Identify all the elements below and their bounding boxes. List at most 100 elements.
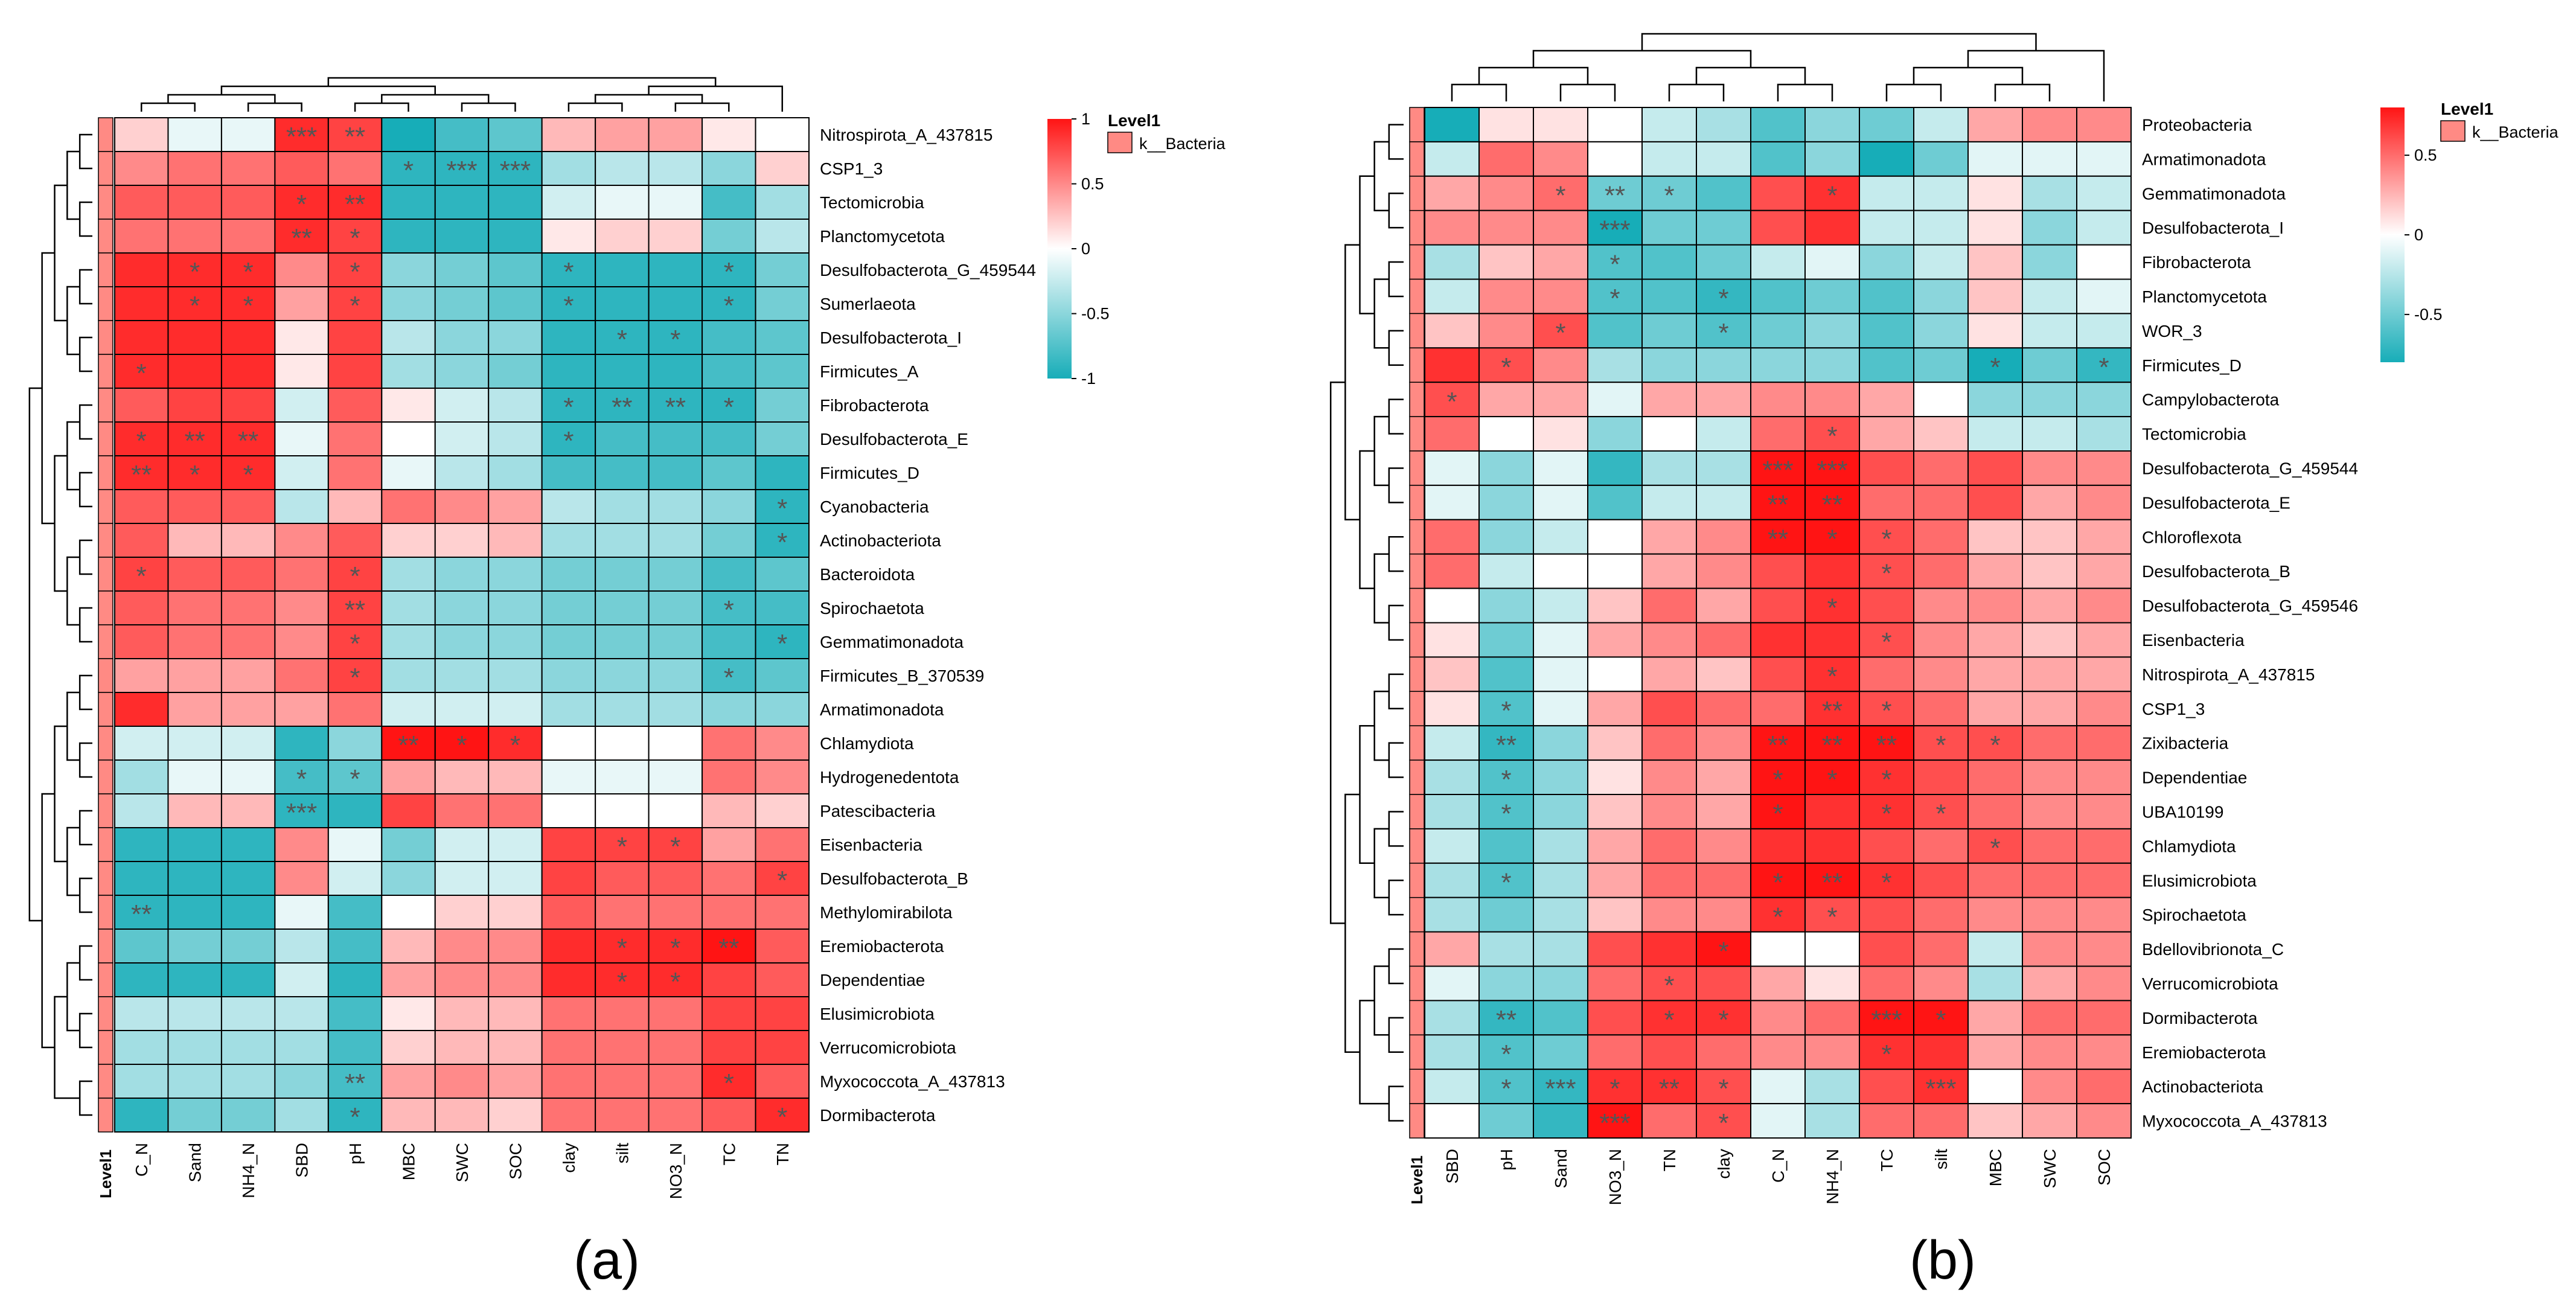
significance-mark: *: [617, 933, 627, 963]
heatmap-cell: [595, 895, 650, 930]
heatmap-cell: [114, 489, 169, 524]
heatmap-cell: [648, 1098, 703, 1133]
heatmap-cell: [1424, 347, 1480, 383]
annotation-cell: [98, 388, 113, 423]
significance-mark: ***: [1545, 1074, 1576, 1104]
annotation-cell: [1409, 863, 1425, 898]
row-label: Chloroflexota: [2142, 528, 2242, 546]
significance-mark: *: [1881, 765, 1891, 794]
heatmap-cell: [381, 692, 436, 727]
heatmap-cell: [2022, 862, 2077, 898]
heatmap-cell: [1804, 519, 1860, 555]
heatmap-cell: [541, 962, 596, 997]
heatmap-cell: [595, 151, 650, 186]
heatmap-cell: [755, 759, 810, 794]
heatmap-cell: [381, 1030, 436, 1065]
heatmap-cell: [114, 523, 169, 558]
column-label: NO3_N: [1606, 1149, 1625, 1205]
col-dendrogram-branch: [167, 94, 276, 103]
heatmap-cell: [327, 557, 383, 592]
heatmap-cell: [220, 489, 276, 524]
annotation-cell: [1409, 622, 1425, 658]
heatmap-cell: [220, 793, 276, 828]
heatmap-cell: [434, 185, 490, 220]
annotation-cell: [1409, 1034, 1425, 1070]
heatmap-cell: [274, 624, 329, 659]
heatmap-cell: [381, 861, 436, 896]
heatmap-cell: [1750, 209, 1806, 246]
row-label: Myxococcota_A_437813: [820, 1072, 1005, 1091]
heatmap-cell: [1696, 656, 1751, 692]
heatmap-cell: [2022, 553, 2077, 589]
significance-mark: *: [724, 663, 734, 692]
row-dendrogram-branch: [1359, 724, 1375, 865]
heatmap-cell: [2076, 244, 2132, 280]
heatmap-cell: [1533, 107, 1588, 142]
heatmap-cell: [488, 557, 543, 592]
heatmap-cell: [220, 1098, 276, 1133]
annotation-cell: [1409, 897, 1425, 933]
heatmap-cell: [327, 117, 383, 152]
heatmap-cell: [167, 117, 222, 152]
significance-mark: **: [612, 392, 632, 422]
heatmap-cell: [541, 996, 596, 1031]
significance-mark: *: [1664, 971, 1674, 1000]
significance-mark: *: [1827, 421, 1837, 451]
heatmap-cell: [648, 827, 703, 862]
significance-mark: *: [136, 561, 147, 591]
significance-mark: *: [1827, 524, 1837, 554]
column-label: Sand: [1552, 1149, 1570, 1188]
heatmap-cell: [595, 1064, 650, 1099]
heatmap-cell: [220, 185, 276, 220]
heatmap-cell: [167, 523, 222, 558]
heatmap-cell: [381, 928, 436, 964]
heatmap-cell: [434, 692, 490, 727]
annotation-cell: [1409, 382, 1425, 417]
heatmap-cell: [541, 455, 596, 490]
heatmap-cell: [167, 793, 222, 828]
row-label: Actinobacteriota: [2142, 1078, 2263, 1096]
heatmap-cell: [488, 590, 543, 625]
significance-mark: *: [243, 460, 254, 490]
significance-mark: **: [1496, 730, 1517, 760]
heatmap-cell: [167, 1064, 222, 1099]
heatmap-cell: [1424, 107, 1480, 142]
annotation-cell: [1409, 450, 1425, 486]
heatmap-cell: [114, 219, 169, 254]
heatmap-cell: [167, 151, 222, 186]
heatmap-cell: [2076, 656, 2132, 692]
heatmap-cell: [595, 219, 650, 254]
heatmap-cell: [2076, 107, 2132, 142]
significance-mark: **: [345, 595, 365, 625]
heatmap-cell: [541, 523, 596, 558]
heatmap-cell: [220, 1030, 276, 1065]
heatmap-cell: [327, 523, 383, 558]
annotation-cell: [1409, 176, 1425, 211]
heatmap-cell: [1533, 1034, 1588, 1070]
annotation-cell: [1409, 485, 1425, 520]
heatmap-cell: [1696, 107, 1751, 142]
row-label: Firmicutes_B_370539: [820, 666, 984, 685]
heatmap-cell: [327, 692, 383, 727]
row-label: Elusimicrobiota: [820, 1005, 935, 1023]
heatmap-cell: [1424, 725, 1480, 761]
heatmap-cell: [381, 996, 436, 1031]
heatmap-cell: [2076, 1069, 2132, 1105]
heatmap-cell: [1913, 587, 1969, 624]
heatmap-cell: [274, 421, 329, 456]
heatmap-cell: [1587, 828, 1643, 864]
heatmap-cell: [220, 151, 276, 186]
annotation-legend-swatch: [1107, 132, 1133, 153]
column-label: NH4_N: [239, 1143, 258, 1198]
significance-mark: *: [1935, 799, 1946, 829]
heatmap-cell: [1424, 450, 1480, 486]
heatmap-cell: [220, 252, 276, 287]
heatmap-cell: [488, 388, 543, 423]
legend-tick-label: 0: [1081, 240, 1090, 258]
row-dendrogram-branch: [1388, 811, 1404, 847]
heatmap-cell: [1424, 1103, 1480, 1139]
annotation-cell: [98, 928, 113, 964]
heatmap-cell: [1913, 244, 1969, 280]
heatmap-cell: [1804, 313, 1860, 349]
row-label: CSP1_3: [820, 159, 883, 178]
